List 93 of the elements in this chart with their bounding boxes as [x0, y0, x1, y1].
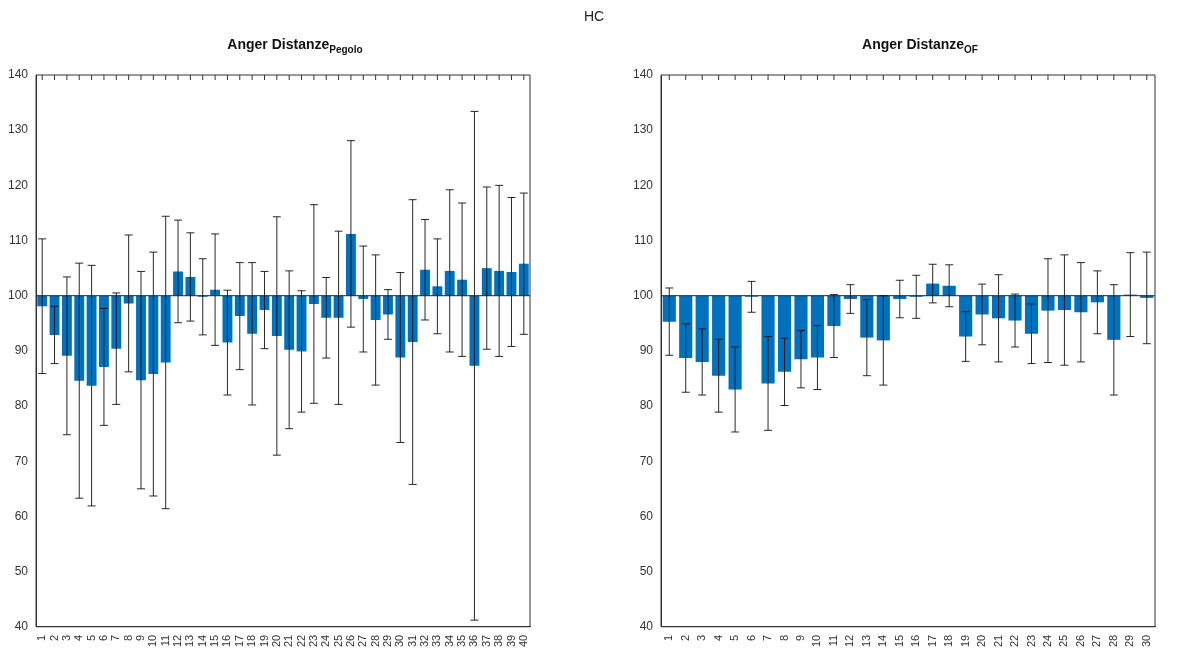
x-tick-label: 30	[1139, 634, 1152, 648]
y-tick-label: 120	[7, 177, 29, 192]
x-tick-label: 7	[109, 634, 122, 641]
chart-title: Anger Distanze$_{Pegolo}$	[226, 36, 364, 55]
x-tick-label: 11	[826, 634, 839, 647]
x-tick-label: 36	[467, 634, 480, 648]
x-tick-label: 18	[942, 634, 955, 648]
x-tick-label: 30	[393, 634, 406, 648]
y-tick-label: 140	[632, 67, 654, 82]
x-tick-label: 21	[991, 634, 1004, 648]
x-tick-label: 22	[294, 634, 307, 648]
x-tick-label: 24	[319, 634, 332, 648]
x-tick-label: 28	[368, 634, 381, 648]
x-tick-label: 32	[418, 634, 431, 648]
y-tick-label: 100	[632, 288, 654, 303]
x-tick-label: 4	[711, 634, 724, 641]
x-tick-label: 21	[282, 634, 295, 648]
x-tick-label: 26	[1073, 634, 1086, 648]
x-tick-label: 6	[744, 634, 757, 641]
x-tick-label: 8	[777, 634, 790, 641]
x-tick-label: 27	[1090, 634, 1103, 648]
x-tick-label: 1	[35, 634, 48, 641]
x-tick-label: 2	[678, 634, 691, 641]
x-tick-label: 31	[405, 634, 418, 648]
text: HC	[582, 8, 606, 24]
x-tick-label: 18	[245, 634, 258, 648]
y-tick-label: 140	[7, 67, 29, 82]
x-tick-label: 6	[96, 634, 109, 641]
x-tick-label: 35	[455, 634, 468, 648]
x-tick-label: 19	[257, 634, 270, 648]
x-tick-label: 25	[331, 634, 344, 648]
x-tick-label: 34	[442, 634, 455, 648]
y-tick-label: 90	[639, 343, 654, 358]
x-tick-label: 24	[1041, 634, 1053, 648]
x-tick-label: 37	[479, 634, 492, 648]
x-tick-label: 7	[761, 634, 774, 641]
x-tick-label: 10	[146, 634, 159, 648]
y-tick-label: 90	[14, 343, 29, 358]
y-tick-label: 70	[14, 453, 29, 468]
x-tick-label: 25	[1057, 634, 1070, 648]
y-tick-label: 130	[7, 122, 29, 137]
y-tick-label: 60	[14, 508, 29, 523]
x-tick-label: 38	[492, 634, 505, 648]
x-tick-label: 23	[306, 634, 319, 648]
x-tick-label: 20	[975, 634, 988, 648]
y-tick-label: 80	[639, 398, 654, 413]
y-tick-label: 60	[639, 508, 654, 523]
x-tick-label: 16	[909, 634, 922, 648]
x-tick-label: 29	[1123, 634, 1136, 648]
x-tick-label: 28	[1106, 634, 1119, 648]
y-tick-label: 50	[14, 563, 29, 578]
x-tick-label: 2	[47, 634, 60, 641]
x-tick-label: 12	[171, 634, 184, 648]
x-tick-label: 20	[269, 634, 282, 648]
y-tick-label: 120	[632, 177, 654, 192]
x-tick-label: 15	[208, 634, 221, 648]
x-tick-label: 27	[356, 634, 369, 648]
x-tick-label: 39	[504, 634, 517, 648]
x-tick-label: 3	[59, 634, 72, 641]
x-tick-label: 13	[859, 634, 872, 648]
x-tick-label: 1	[662, 634, 675, 641]
x-tick-label: 23	[1024, 634, 1037, 648]
x-tick-label: 3	[695, 634, 708, 641]
x-tick-label: 14	[195, 634, 208, 648]
x-tick-label: 9	[794, 634, 807, 641]
x-tick-label: 12	[843, 634, 856, 648]
x-tick-label: 17	[232, 634, 245, 648]
x-tick-label: 17	[925, 634, 938, 648]
x-tick-label: 19	[958, 634, 971, 648]
y-tick-label: 80	[14, 398, 29, 413]
chart-title: Anger Distanze$_{OF}$	[861, 36, 979, 55]
x-tick-label: 40	[516, 634, 529, 648]
y-tick-label: 110	[633, 232, 654, 247]
x-tick-label: 16	[220, 634, 233, 648]
x-tick-label: 11	[158, 634, 171, 647]
x-tick-label: 26	[343, 634, 356, 648]
y-tick-label: 130	[632, 122, 654, 137]
x-tick-label: 33	[430, 634, 443, 648]
x-tick-label: 15	[892, 634, 905, 648]
x-tick-label: 10	[810, 634, 823, 648]
y-tick-label: 110	[8, 232, 29, 247]
x-tick-label: 5	[728, 634, 741, 641]
x-tick-label: 22	[1008, 634, 1021, 648]
y-tick-label: 70	[639, 453, 654, 468]
x-tick-label: 29	[381, 634, 394, 648]
x-tick-label: 5	[84, 634, 97, 641]
x-tick-label: 4	[72, 634, 85, 641]
y-tick-label: 100	[7, 288, 29, 303]
x-tick-label: 8	[121, 634, 134, 641]
x-tick-label: 9	[134, 634, 147, 641]
x-tick-label: 14	[876, 634, 889, 648]
x-tick-label: 13	[183, 634, 196, 648]
y-tick-label: 50	[639, 563, 654, 578]
